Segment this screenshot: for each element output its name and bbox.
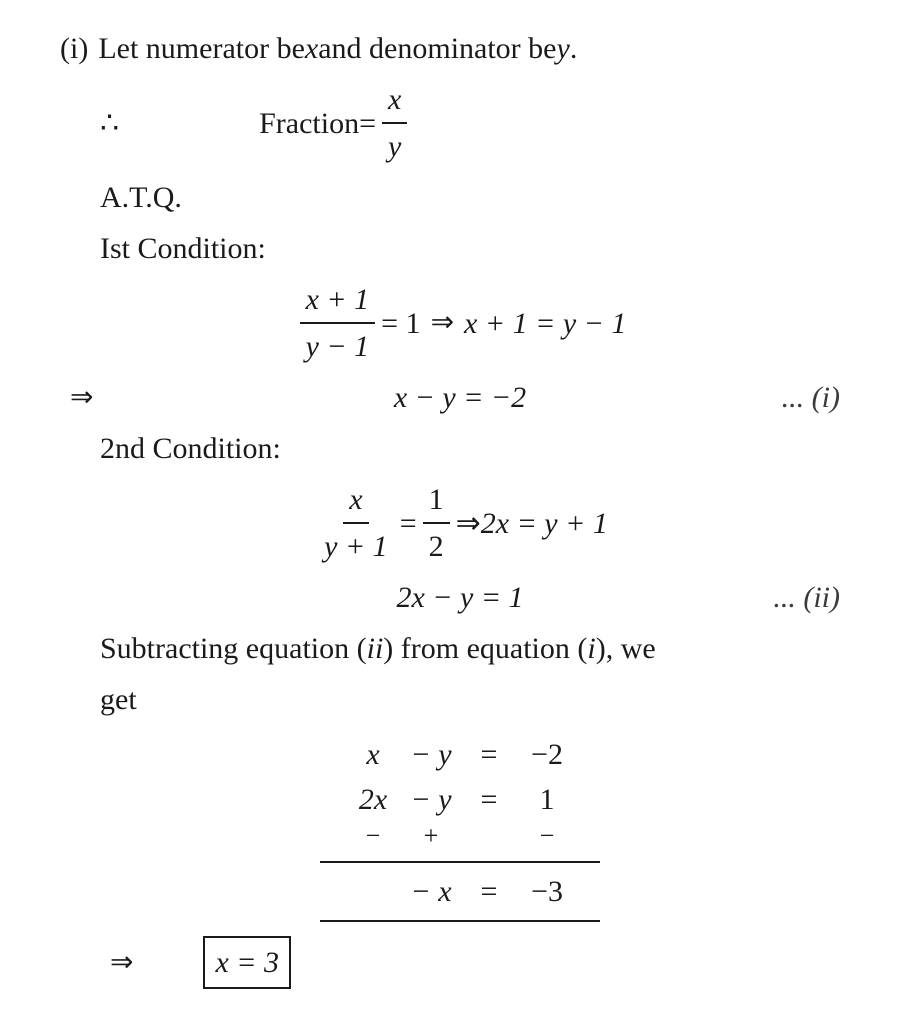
condition-1-label: Ist Condition: <box>60 226 860 271</box>
s4: − <box>522 816 572 855</box>
atq-label: A.T.Q. <box>60 175 860 220</box>
subtract-text-line1: Subtracting equation ( ii ) from equatio… <box>60 626 860 671</box>
cond2-text: 2nd Condition: <box>100 426 281 471</box>
var-y: y <box>557 26 570 71</box>
text-mid: and denominator be <box>318 26 556 71</box>
subtract-text-line2: get <box>60 677 860 722</box>
therefore-symbol: ∴ <box>100 101 119 146</box>
sub-text-4: get <box>100 677 137 722</box>
s2: + <box>406 816 456 855</box>
r1c2: − y <box>406 732 456 777</box>
sub-result: − x = −3 <box>280 869 640 914</box>
cond2-lhs-num: x <box>343 477 368 524</box>
cond2-rhs-den: 2 <box>423 524 450 569</box>
rule-bottom <box>320 920 600 922</box>
cond1-text: Ist Condition: <box>100 226 266 271</box>
condition-2-equation: x y + 1 = 1 2 ⇒ 2x = y + 1 <box>60 477 860 569</box>
cond2-simplified-eq: 2x − y = 1 <box>396 575 523 620</box>
fraction-numer: x <box>382 77 407 124</box>
sub-text-2: ) from equation ( <box>383 626 587 671</box>
equals: = <box>359 101 376 146</box>
sub-ii: ii <box>367 626 384 671</box>
boxed-result: x = 3 <box>203 936 291 989</box>
text-suffix: . <box>570 26 578 71</box>
fraction-xy: x y <box>382 77 407 169</box>
cond1-rhs: x + 1 = y − 1 <box>464 301 626 346</box>
rrc1 <box>348 869 398 914</box>
cond2-rhs: 2x = y + 1 <box>481 501 608 546</box>
condition-1-equation: x + 1 y − 1 = 1 ⇒ x + 1 = y − 1 <box>60 277 860 369</box>
s3 <box>464 816 514 855</box>
cond1-simplified-eq: x − y = −2 <box>394 375 526 420</box>
cond2-rhs-num: 1 <box>423 477 450 524</box>
final-result-row: ⇒ x = 3 <box>60 936 860 989</box>
r1c3: = <box>464 732 514 777</box>
rrc4: −3 <box>522 869 572 914</box>
r1c4: −2 <box>522 732 572 777</box>
cond1-lhs-num: x + 1 <box>300 277 376 324</box>
condition-2-label: 2nd Condition: <box>60 426 860 471</box>
eq-label-i: ... (i) <box>782 375 840 420</box>
r1c1: x <box>348 732 398 777</box>
sub-i: i <box>587 626 595 671</box>
cond1-lhs-den: y − 1 <box>300 324 376 369</box>
cond2-implies: ⇒ <box>456 501 481 546</box>
fraction-definition: ∴ Fraction = x y <box>60 77 860 169</box>
sub-text-1: Subtracting equation ( <box>100 626 367 671</box>
text-prefix: Let numerator be <box>98 26 305 71</box>
subtraction-work: x − y = −2 2x − y = 1 − + − − x = −3 <box>280 732 640 928</box>
rule-top <box>320 861 600 863</box>
cond2-eq1: = <box>400 501 417 546</box>
sign-row: − + − <box>280 816 640 855</box>
math-solution-page: (i) Let numerator be x and denominator b… <box>0 0 900 1015</box>
condition-2-simplified: 2x − y = 1 ... (ii) <box>60 575 860 620</box>
s1: − <box>348 816 398 855</box>
implies-final: ⇒ <box>110 942 133 984</box>
rrc3: = <box>464 869 514 914</box>
item-label: (i) <box>60 26 88 71</box>
eq-label-ii: ... (ii) <box>773 575 840 620</box>
cond1-lhs-frac: x + 1 y − 1 <box>300 277 376 369</box>
fraction-denom: y <box>382 124 407 169</box>
rrc2: − x <box>406 869 456 914</box>
line-problem-setup: (i) Let numerator be x and denominator b… <box>60 26 860 71</box>
cond2-rhs-frac: 1 2 <box>423 477 450 569</box>
implies-symbol: ⇒ <box>70 377 93 419</box>
cond2-lhs-frac: x y + 1 <box>318 477 394 569</box>
cond1-eq-text: = 1 <box>381 301 420 346</box>
var-x: x <box>305 26 318 71</box>
cond2-lhs-den: y + 1 <box>318 524 394 569</box>
condition-1-simplified: ⇒ x − y = −2 ... (i) <box>60 375 860 420</box>
sub-text-3: ), we <box>596 626 656 671</box>
implies-symbol: ⇒ <box>431 302 454 344</box>
sub-row-1: x − y = −2 <box>280 732 640 777</box>
atq-text: A.T.Q. <box>100 175 182 220</box>
fraction-label: Fraction <box>259 101 359 146</box>
